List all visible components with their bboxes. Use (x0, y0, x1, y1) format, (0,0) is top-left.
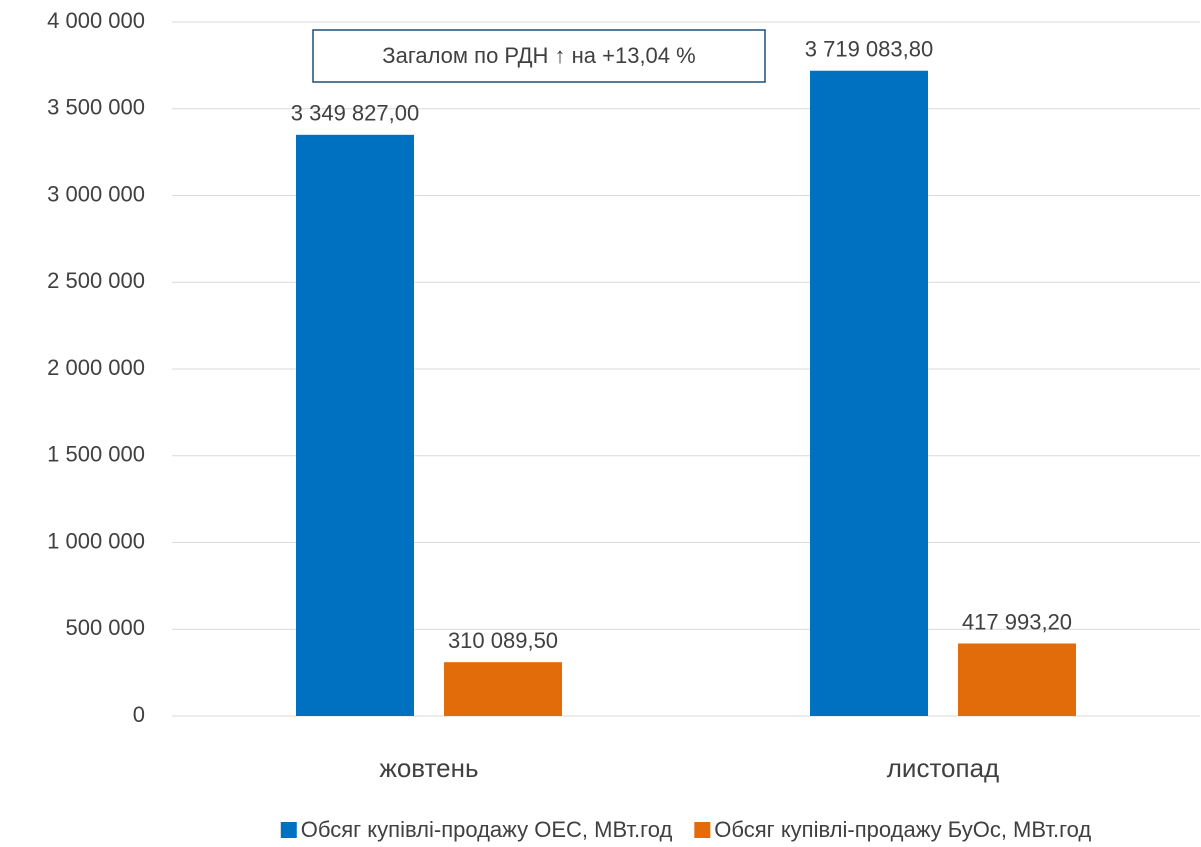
bar (958, 643, 1076, 716)
data-label: 417 993,20 (962, 609, 1072, 634)
y-tick-label: 500 000 (65, 615, 145, 640)
y-tick-label: 2 500 000 (47, 268, 145, 293)
legend-label: Обсяг купівлі-продажу БуОс, МВт.год (714, 817, 1091, 842)
data-label: 3 719 083,80 (805, 37, 933, 62)
data-label: 310 089,50 (448, 628, 558, 653)
bar (444, 662, 562, 716)
y-tick-label: 4 000 000 (47, 8, 145, 33)
y-tick-label: 3 000 000 (47, 181, 145, 206)
data-label: 3 349 827,00 (291, 101, 419, 126)
x-tick-label: листопад (887, 753, 999, 783)
legend-swatch (280, 822, 297, 838)
legend-swatch (694, 822, 711, 838)
bar (296, 134, 414, 717)
legend-label: Обсяг купівлі-продажу ОЕС, МВт.год (301, 817, 673, 842)
x-tick-label: жовтень (379, 753, 478, 783)
bar (810, 70, 928, 717)
y-tick-label: 1 000 000 (47, 528, 145, 553)
annotation-box (312, 29, 766, 83)
y-tick-label: 2 000 000 (47, 355, 145, 380)
annotation: Загалом по РДН ↑ на +13,04 % (382, 43, 695, 68)
y-tick-label: 1 500 000 (47, 442, 145, 467)
y-tick-label: 0 (133, 702, 145, 727)
y-tick-label: 3 500 000 (47, 95, 145, 120)
